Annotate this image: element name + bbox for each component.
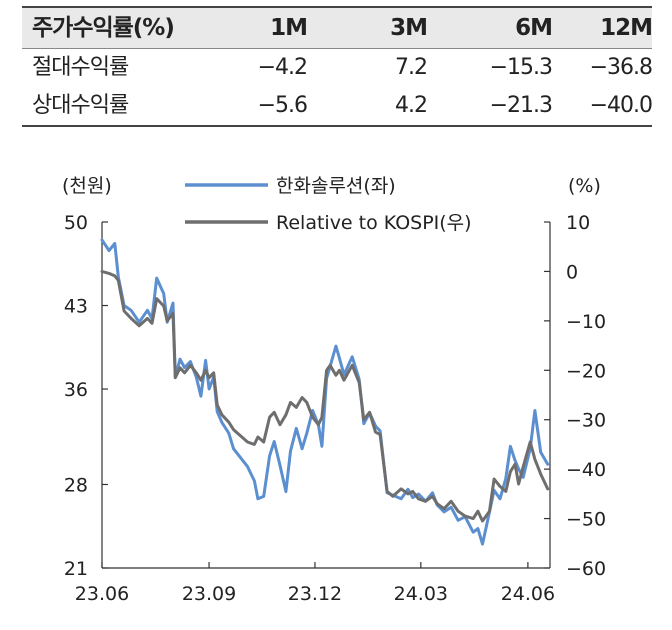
right-tick-label: −40 (566, 459, 606, 481)
table-row-relative: 상대수익률 −5.6 4.2 −21.3 −40.0 (22, 87, 653, 127)
x-tick-label: 23.12 (288, 583, 342, 605)
left-tick-label: 36 (64, 379, 88, 401)
x-tick-label: 23.06 (75, 583, 129, 605)
right-axis-ticks: 10 0 −10 −20 −30 −40 −50 −60 (544, 212, 606, 580)
cell-value: −36.8 (589, 55, 653, 80)
left-tick-label: 28 (64, 474, 88, 496)
header-12m: 12M (600, 15, 653, 41)
cell-value: −4.2 (257, 55, 308, 80)
right-axis-unit: (%) (568, 175, 601, 197)
right-tick-label: −60 (566, 558, 606, 580)
left-axis-ticks: 50 43 36 28 21 (64, 212, 108, 580)
x-tick-label: 24.03 (394, 583, 448, 605)
legend-label-hanwha: 한화솔루션(좌) (276, 175, 396, 197)
table-row-absolute: 절대수익률 −4.2 7.2 −15.3 −36.8 (22, 49, 653, 87)
left-tick-label: 50 (64, 212, 88, 234)
series-lines (100, 238, 550, 546)
series-line-relative (100, 269, 550, 523)
right-tick-label: 0 (566, 261, 578, 283)
legend: 한화솔루션(좌) Relative to KOSPI(우) (185, 175, 472, 234)
header-1m: 1M (270, 15, 308, 41)
returns-table: 주가수익률(%) 1M 3M 6M 12M 절대수익률 −4.2 7.2 −15… (22, 6, 653, 127)
left-tick-label: 43 (64, 296, 88, 318)
right-tick-label: −30 (566, 410, 606, 432)
cell-value: 4.2 (395, 93, 428, 118)
left-axis-unit: (천원) (62, 175, 112, 197)
row-label: 상대수익률 (32, 93, 129, 118)
x-tick-label: 23.09 (182, 583, 236, 605)
cell-value: 7.2 (395, 55, 428, 80)
header-3m: 3M (390, 15, 428, 41)
row-label: 절대수익률 (32, 55, 129, 80)
x-axis-ticks: 23.06 23.09 23.12 24.03 24.06 (75, 562, 555, 605)
cell-value: −21.3 (489, 93, 553, 118)
x-tick-label: 24.06 (501, 583, 555, 605)
left-tick-label: 21 (64, 558, 88, 580)
header-6m: 6M (515, 15, 553, 41)
right-tick-label: −10 (566, 311, 606, 333)
right-tick-label: −20 (566, 360, 606, 382)
legend-label-relative: Relative to KOSPI(우) (276, 212, 472, 234)
right-tick-label: −50 (566, 509, 606, 531)
plot-frame (101, 222, 551, 569)
cell-value: −5.6 (257, 93, 308, 118)
cell-value: −40.0 (589, 93, 653, 118)
cell-value: −15.3 (489, 55, 553, 80)
header-label: 주가수익률(%) (32, 15, 175, 41)
right-tick-label: 10 (566, 212, 590, 234)
returns-table-header: 주가수익률(%) 1M 3M 6M 12M (22, 6, 653, 49)
